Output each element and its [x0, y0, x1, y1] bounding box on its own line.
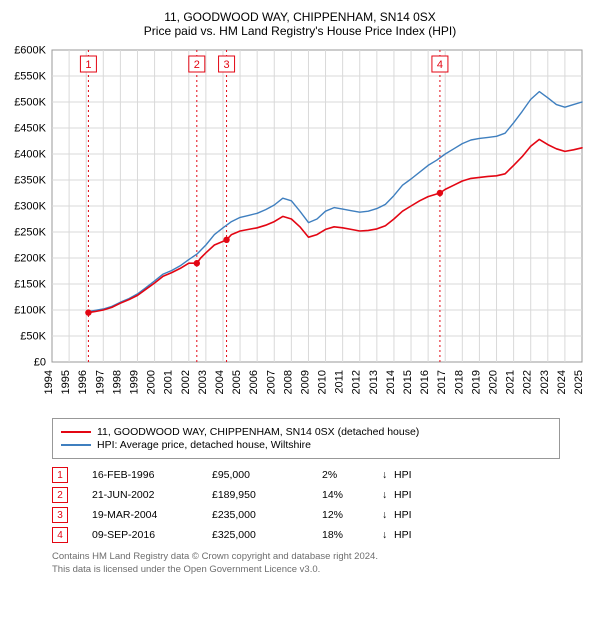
svg-text:2012: 2012 [351, 370, 363, 394]
svg-text:1997: 1997 [94, 370, 106, 394]
svg-text:£250K: £250K [14, 227, 46, 239]
event-row: 3 19-MAR-2004£235,00012%↓HPI [52, 507, 560, 523]
svg-text:4: 4 [437, 59, 443, 71]
svg-text:2005: 2005 [231, 370, 243, 394]
svg-text:3: 3 [223, 59, 229, 71]
svg-text:£500K: £500K [14, 97, 46, 109]
event-hpi: HPI [394, 509, 412, 521]
svg-text:2024: 2024 [556, 370, 568, 394]
svg-text:2015: 2015 [402, 370, 414, 394]
title-main: 11, GOODWOOD WAY, CHIPPENHAM, SN14 0SX [10, 10, 590, 24]
event-hpi: HPI [394, 489, 412, 501]
legend-label: 11, GOODWOOD WAY, CHIPPENHAM, SN14 0SX (… [97, 426, 419, 438]
down-arrow-icon: ↓ [382, 509, 394, 521]
svg-text:2016: 2016 [419, 370, 431, 394]
event-price: £189,950 [212, 489, 322, 501]
legend-item: 11, GOODWOOD WAY, CHIPPENHAM, SN14 0SX (… [61, 426, 551, 438]
event-date: 19-MAR-2004 [92, 509, 212, 521]
event-row: 4 09-SEP-2016£325,00018%↓HPI [52, 527, 560, 543]
events-table: 116-FEB-1996£95,0002%↓HPI221-JUN-2002£18… [52, 467, 560, 543]
svg-text:£150K: £150K [14, 279, 46, 291]
svg-text:1994: 1994 [43, 370, 55, 394]
svg-text:2014: 2014 [385, 370, 397, 394]
event-row: 1 16-FEB-1996£95,0002%↓HPI [52, 467, 560, 483]
svg-text:£300K: £300K [14, 201, 46, 213]
legend-swatch [61, 444, 91, 446]
event-date: 09-SEP-2016 [92, 529, 212, 541]
svg-text:2023: 2023 [539, 370, 551, 394]
event-pct: 14% [322, 489, 382, 501]
svg-text:2000: 2000 [146, 370, 158, 394]
legend-swatch [61, 431, 91, 433]
svg-text:2003: 2003 [197, 370, 209, 394]
svg-text:2001: 2001 [163, 370, 175, 394]
footer: Contains HM Land Registry data © Crown c… [52, 551, 560, 577]
event-badge: 4 [52, 527, 68, 543]
event-pct: 2% [322, 469, 382, 481]
svg-text:£50K: £50K [20, 331, 46, 343]
svg-text:2004: 2004 [214, 370, 226, 394]
svg-text:2021: 2021 [505, 370, 517, 394]
svg-text:£600K: £600K [14, 45, 46, 57]
svg-text:2017: 2017 [436, 370, 448, 394]
svg-text:2006: 2006 [248, 370, 260, 394]
event-price: £235,000 [212, 509, 322, 521]
svg-text:2022: 2022 [522, 370, 534, 394]
event-badge: 1 [52, 467, 68, 483]
svg-text:1998: 1998 [111, 370, 123, 394]
down-arrow-icon: ↓ [382, 529, 394, 541]
svg-text:2025: 2025 [573, 370, 585, 394]
event-price: £325,000 [212, 529, 322, 541]
svg-text:£400K: £400K [14, 149, 46, 161]
figure: 11, GOODWOOD WAY, CHIPPENHAM, SN14 0SX P… [0, 0, 600, 577]
svg-text:£450K: £450K [14, 123, 46, 135]
svg-text:2: 2 [194, 59, 200, 71]
title-sub: Price paid vs. HM Land Registry's House … [10, 24, 590, 38]
svg-text:2020: 2020 [488, 370, 500, 394]
event-badge: 3 [52, 507, 68, 523]
legend: 11, GOODWOOD WAY, CHIPPENHAM, SN14 0SX (… [52, 418, 560, 459]
svg-text:£100K: £100K [14, 305, 46, 317]
event-hpi: HPI [394, 469, 412, 481]
svg-text:2013: 2013 [368, 370, 380, 394]
footer-line-1: Contains HM Land Registry data © Crown c… [52, 551, 560, 564]
svg-text:2007: 2007 [265, 370, 277, 394]
svg-text:£550K: £550K [14, 71, 46, 83]
svg-text:1995: 1995 [60, 370, 72, 394]
legend-item: HPI: Average price, detached house, Wilt… [61, 439, 551, 451]
chart: £0 £50K £100K £150K £200K £250K £300K £350K £400… [0, 42, 600, 412]
svg-text:2019: 2019 [470, 370, 482, 394]
down-arrow-icon: ↓ [382, 469, 394, 481]
svg-text:£350K: £350K [14, 175, 46, 187]
svg-text:£200K: £200K [14, 253, 46, 265]
event-badge: 2 [52, 487, 68, 503]
down-arrow-icon: ↓ [382, 489, 394, 501]
svg-text:2002: 2002 [180, 370, 192, 394]
event-date: 21-JUN-2002 [92, 489, 212, 501]
svg-text:2010: 2010 [317, 370, 329, 394]
legend-label: HPI: Average price, detached house, Wilt… [97, 439, 311, 451]
event-hpi: HPI [394, 529, 412, 541]
event-pct: 18% [322, 529, 382, 541]
svg-text:£0: £0 [34, 357, 46, 369]
event-price: £95,000 [212, 469, 322, 481]
svg-text:2018: 2018 [453, 370, 465, 394]
event-date: 16-FEB-1996 [92, 469, 212, 481]
svg-text:2008: 2008 [282, 370, 294, 394]
svg-text:2011: 2011 [334, 370, 346, 394]
svg-text:1996: 1996 [77, 370, 89, 394]
event-pct: 12% [322, 509, 382, 521]
svg-text:2009: 2009 [299, 370, 311, 394]
event-row: 2 21-JUN-2002£189,95014%↓HPI [52, 487, 560, 503]
svg-text:1: 1 [85, 59, 91, 71]
svg-text:1999: 1999 [128, 370, 140, 394]
footer-line-2: This data is licensed under the Open Gov… [52, 564, 560, 577]
titles: 11, GOODWOOD WAY, CHIPPENHAM, SN14 0SX P… [0, 0, 600, 42]
